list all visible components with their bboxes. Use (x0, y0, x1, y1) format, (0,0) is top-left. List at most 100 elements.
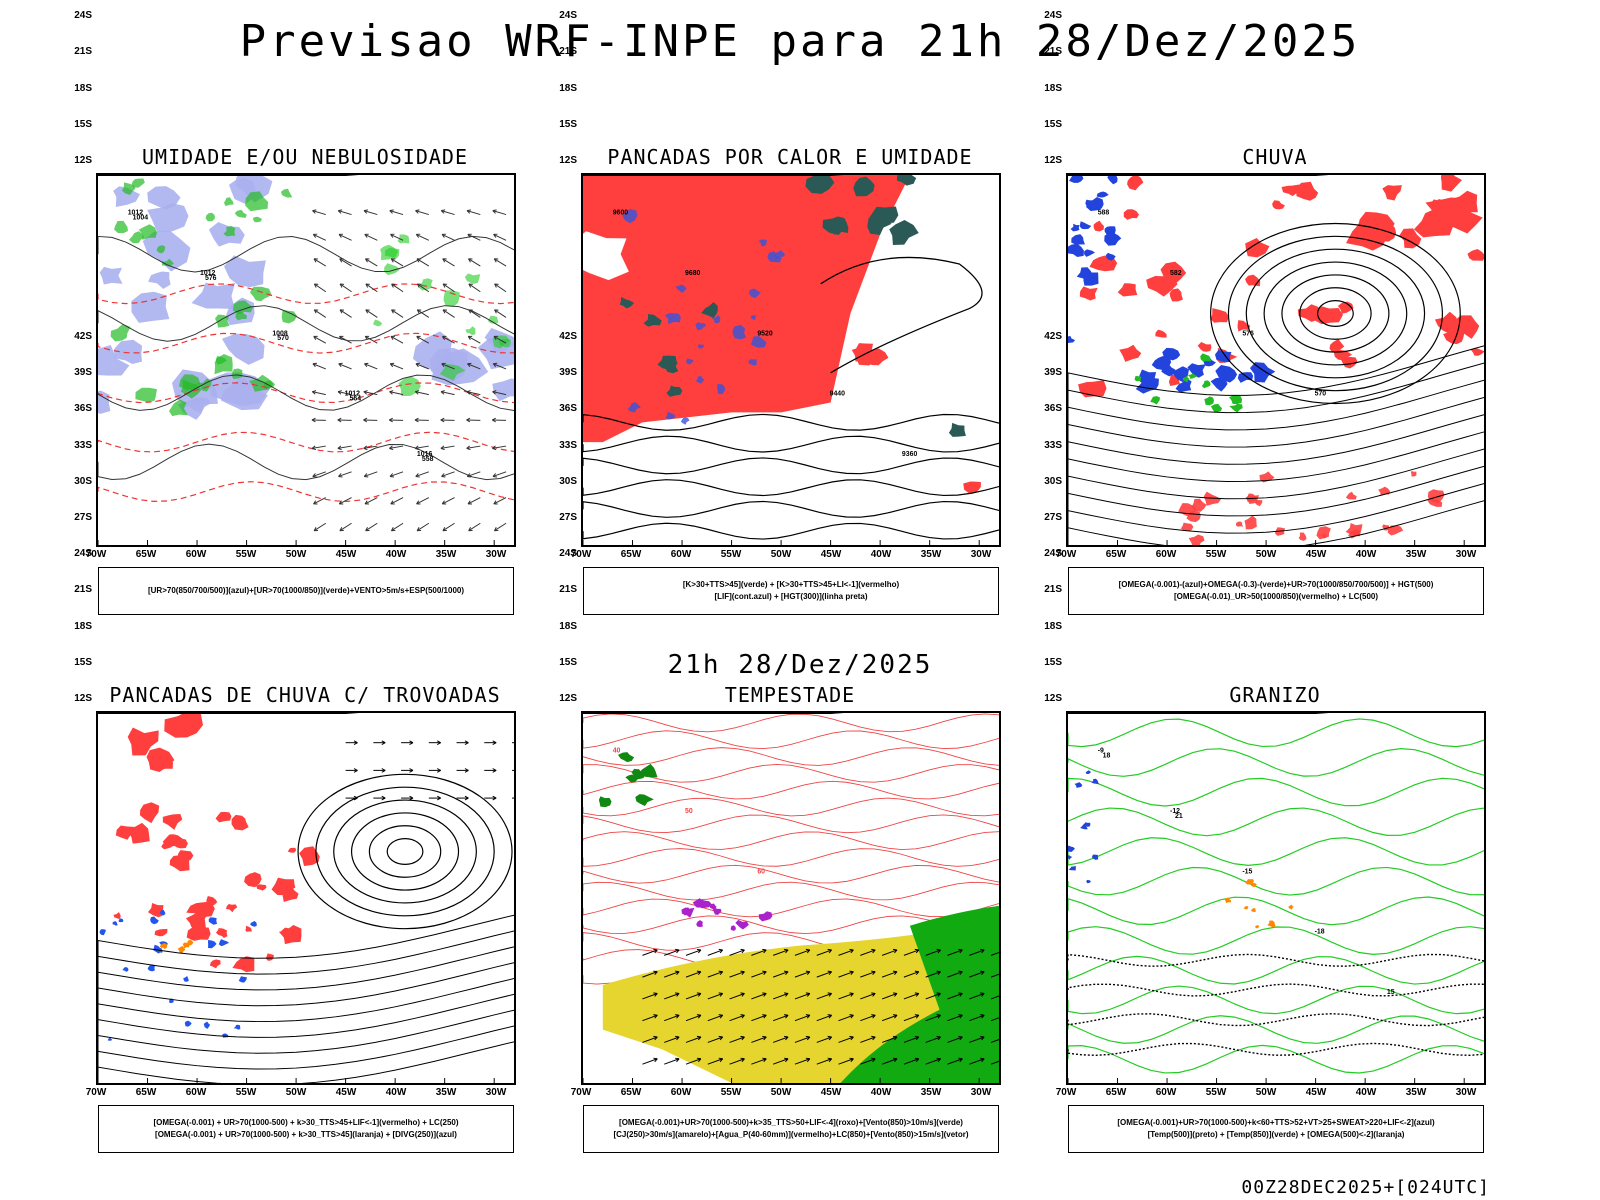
lat-tick-label: 24S (559, 548, 577, 560)
wind-vector (751, 971, 767, 978)
wind-vector (816, 1058, 832, 1065)
lon-tick-label: 65W (135, 1087, 157, 1098)
lon-tick-label: 70W (1055, 1087, 1077, 1098)
wind-vector (313, 309, 327, 318)
wind-vector (494, 522, 507, 532)
pressure-contour (98, 374, 514, 411)
storm-red-area (185, 912, 206, 930)
wind-vector-head (338, 233, 344, 238)
wind-vector (881, 971, 898, 978)
rain-red-area (1427, 489, 1445, 504)
wind-vector-head (696, 1057, 702, 1063)
wind-vector (729, 993, 745, 1000)
humidity-blue-area (98, 345, 130, 376)
wind-vector (339, 497, 352, 505)
lifted-index-contour (697, 344, 704, 349)
wind-vector (925, 949, 941, 956)
wind-vector (816, 1014, 832, 1022)
wind-vector-head (871, 1014, 876, 1019)
wind-vector-head (849, 1057, 854, 1063)
wind-vector-head (364, 362, 369, 368)
wind-vector-head (827, 1035, 833, 1041)
storm-red-area (173, 837, 188, 849)
wind-vector-head (653, 1014, 658, 1019)
contour-label: -15 (1242, 868, 1252, 875)
wind-vector (990, 951, 999, 956)
wind-vector (816, 993, 832, 1000)
wind-vector-head (312, 209, 317, 214)
wind-vector-head (338, 473, 343, 478)
wind-vector-head (442, 527, 447, 532)
wind-vector (466, 210, 481, 216)
wind-vector-head (493, 258, 499, 263)
rain-red-area (1119, 344, 1142, 362)
rain-blue-area (1079, 221, 1092, 230)
streamline-vortex (1210, 222, 1461, 405)
wind-vector (925, 971, 941, 978)
rain-red-area (1450, 190, 1478, 215)
lat-tick-label: 21S (1044, 46, 1062, 58)
wind-vector (313, 335, 327, 344)
rain-red-area (1329, 339, 1345, 353)
rain-red-area (1345, 491, 1357, 500)
wind-vector-head (936, 1057, 941, 1063)
height-contour (583, 413, 999, 431)
wind-vector-head (871, 1057, 876, 1063)
wind-vector-head (390, 527, 396, 532)
wind-vector (947, 1014, 963, 1022)
storm-red-area (125, 822, 150, 844)
wind-vector-head (389, 445, 394, 451)
contour-label: 570 (277, 335, 289, 342)
wind-vector-head (440, 390, 445, 395)
wind-vector-head (740, 970, 745, 976)
lon-tick-label: 45W (1305, 1087, 1327, 1098)
instability-green-area (619, 296, 635, 309)
lat-tick-label: 30S (74, 475, 92, 487)
instability-green-area (896, 175, 917, 186)
low-level-jet-green-area (598, 796, 612, 808)
lifted-index-contour (664, 313, 681, 325)
lat-tick-label: 12S (1044, 154, 1062, 166)
wind-vector (493, 335, 507, 344)
wind-vector (773, 1014, 789, 1022)
wind-vector (773, 1036, 789, 1043)
lon-tick-label: 70W (85, 549, 107, 560)
wind-vector (969, 971, 985, 978)
instability-green-area (822, 216, 848, 235)
lat-tick-label: 21S (559, 46, 577, 58)
humidity-blue-area (113, 186, 140, 208)
wind-vector-head (312, 233, 318, 238)
divergence-blue-area (203, 1021, 211, 1029)
contour-label: 9440 (830, 391, 846, 398)
wind-vector (773, 993, 789, 1000)
humidity-blue-area (221, 333, 265, 365)
height-contour (820, 256, 983, 374)
wind-vector-head (762, 1014, 767, 1019)
lat-tick-label: 18S (74, 620, 92, 632)
precipitable-water-contour (583, 713, 999, 733)
lon-tick-label: 50W (1255, 549, 1277, 560)
lon-tick-label: 50W (770, 1087, 792, 1098)
wind-vector (390, 258, 404, 267)
wind-vector-head (958, 1057, 963, 1063)
wind-vector-head (416, 500, 421, 505)
rain-green-area (1210, 403, 1223, 413)
rain-blue-area (1096, 191, 1109, 198)
wind-vector-head (491, 417, 497, 423)
wind-vector-head (467, 362, 472, 368)
streamline-vortex (368, 825, 442, 878)
wind-vector-head (441, 233, 447, 238)
streamline (98, 978, 514, 1024)
wind-vector (390, 363, 404, 370)
humidity-green-contour (156, 245, 166, 254)
rain-blue-area (1076, 267, 1093, 282)
wind-vector-head (416, 258, 421, 263)
rain-blue-area (1249, 362, 1276, 383)
contour-label: 564 (350, 396, 362, 403)
wind-vector-head (675, 1014, 680, 1019)
wind-vector (664, 1036, 680, 1043)
divergence-blue-area (118, 918, 124, 923)
streamline (98, 1041, 514, 1083)
wind-vector (642, 1036, 658, 1043)
wind-vector (312, 471, 326, 477)
